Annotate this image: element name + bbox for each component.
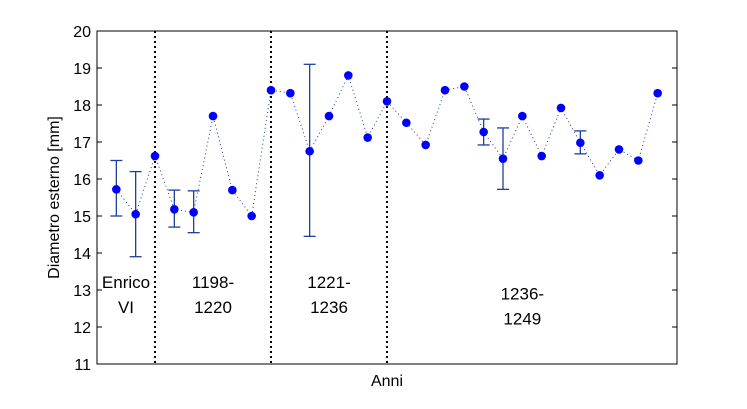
period-label: 1198- <box>192 273 234 292</box>
data-point <box>634 156 643 165</box>
data-point <box>498 154 508 163</box>
data-point <box>595 171 604 180</box>
period-label: Enrico <box>102 273 150 292</box>
data-point <box>556 103 566 113</box>
period-label: 1220 <box>194 298 232 317</box>
data-point <box>518 111 527 121</box>
data-point <box>479 127 488 137</box>
y-tick-label: 17 <box>73 135 91 152</box>
data-point <box>344 71 353 80</box>
y-tick-label: 19 <box>73 61 91 78</box>
data-point <box>305 146 314 156</box>
data-point <box>247 211 256 221</box>
data-point <box>614 145 624 154</box>
data-point <box>266 85 276 95</box>
period-label: 1221- <box>307 273 350 292</box>
data-point <box>402 118 411 128</box>
data-points <box>112 71 662 221</box>
y-tick-label: 18 <box>73 98 91 115</box>
data-point <box>363 133 372 142</box>
data-point <box>189 208 198 217</box>
y-tick-label: 14 <box>73 246 91 263</box>
data-point <box>382 97 392 106</box>
data-point <box>653 88 662 98</box>
data-point <box>170 205 179 214</box>
data-point <box>131 209 140 219</box>
period-labels: Enrico VI 1198- 1220 1221- 1236 1236- 1249 <box>102 273 544 328</box>
y-tick-label: 13 <box>73 283 91 300</box>
data-point <box>576 138 585 148</box>
y-tick-label: 20 <box>73 24 91 41</box>
period-label: 1236 <box>310 298 348 317</box>
y-axis-label: Diametro esterno [mm] <box>46 116 63 279</box>
data-point <box>460 82 469 91</box>
data-point <box>324 111 334 121</box>
period-label: 1236- <box>501 284 544 303</box>
data-point <box>286 88 295 98</box>
data-point <box>208 111 218 121</box>
y-axis-ticks: 11 12 13 14 15 16 17 18 19 20 <box>73 24 677 374</box>
data-point <box>421 140 430 150</box>
y-tick-label: 15 <box>73 209 91 226</box>
data-point <box>228 185 237 195</box>
y-tick-label: 12 <box>73 320 91 337</box>
period-label: VI <box>118 298 134 317</box>
x-axis-label: Anni <box>371 373 403 390</box>
y-tick-label: 16 <box>73 172 91 189</box>
data-point <box>150 151 160 161</box>
data-point <box>112 185 121 194</box>
data-point <box>537 151 546 161</box>
y-tick-label: 11 <box>74 357 91 374</box>
period-label: 1249 <box>503 309 541 328</box>
data-point <box>440 85 450 95</box>
